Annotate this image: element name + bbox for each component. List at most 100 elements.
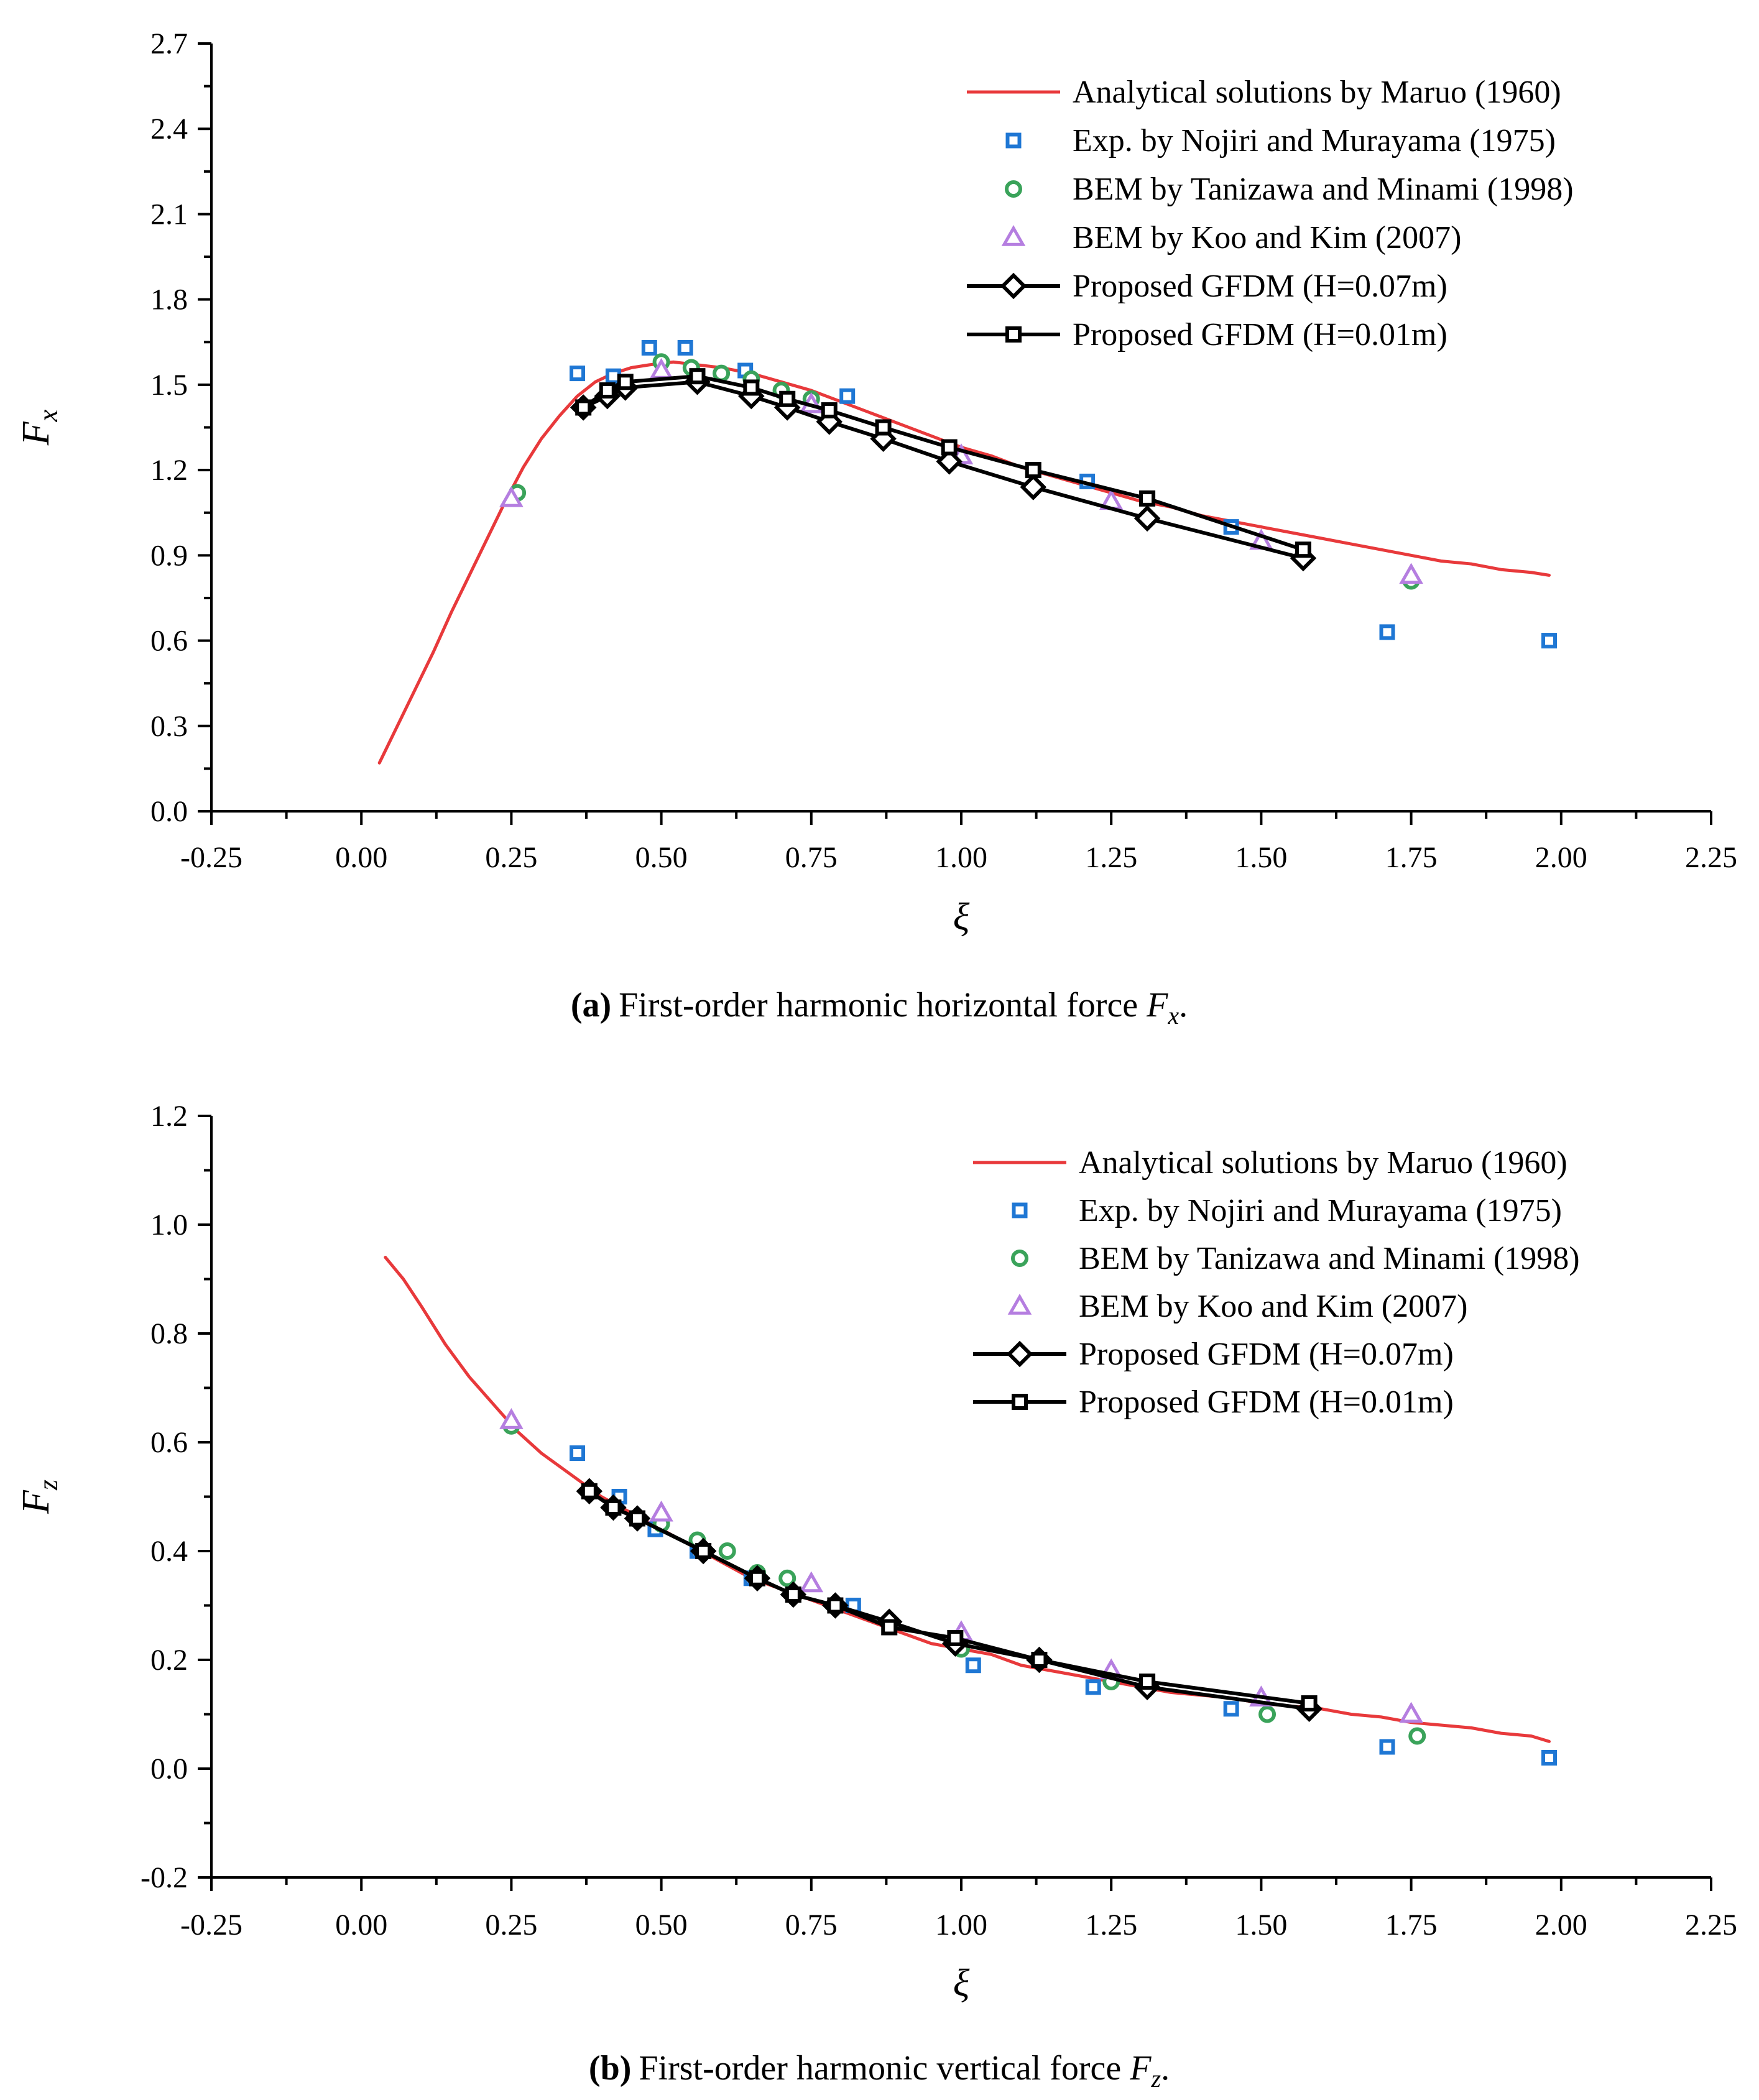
data-point-a-1 xyxy=(641,339,657,356)
caption-a: (a) First-order harmonic horizontal force… xyxy=(571,986,1188,1029)
data-point-a-5 xyxy=(821,402,838,419)
legend-swatch-marker-b-3 xyxy=(1007,1293,1032,1315)
data-point-a-3 xyxy=(499,486,524,507)
data-point-a-1 xyxy=(1379,624,1395,640)
legend-b: Analytical solutions by Maruo (1960) Exp.… xyxy=(973,1145,1580,1420)
x-tick-label-a: 2.25 xyxy=(1685,841,1737,874)
x-tick-label-a: 2.00 xyxy=(1535,841,1587,874)
y-tick-label-b: -0.2 xyxy=(141,1861,188,1894)
legend-label-a-5: Proposed GFDM (H=0.01m) xyxy=(1073,317,1447,352)
data-point-b-5 xyxy=(1301,1695,1318,1711)
legend-swatch-marker-a-5 xyxy=(1005,326,1022,343)
legend-label-b-5: Proposed GFDM (H=0.01m) xyxy=(1079,1384,1454,1420)
data-point-b-1 xyxy=(1085,1679,1101,1695)
data-point-a-4 xyxy=(1133,505,1161,532)
legend-label-b-3: BEM by Koo and Kim (2007) xyxy=(1079,1289,1467,1324)
caption-b-text: First-order harmonic vertical force xyxy=(639,2049,1121,2088)
legend-swatch-marker-b-4 xyxy=(1006,1340,1033,1368)
x-tick-label-b: 1.75 xyxy=(1385,1909,1438,1941)
y-tick-label-b: 0.4 xyxy=(150,1535,188,1568)
x-tick-label-b: 0.00 xyxy=(335,1909,387,1941)
data-point-b-5 xyxy=(605,1499,622,1516)
caption-b-letter: (b) xyxy=(589,2049,631,2088)
data-point-a-5 xyxy=(599,382,616,399)
data-point-b-5 xyxy=(827,1597,844,1614)
y-tick-label-a: 2.7 xyxy=(150,27,188,60)
x-tick-label-b: 0.75 xyxy=(785,1909,838,1941)
data-point-a-2 xyxy=(713,364,731,382)
caption-b-end: . xyxy=(1161,2049,1170,2088)
data-point-a-5 xyxy=(1295,541,1311,558)
y-tick-label-a: 2.4 xyxy=(150,113,188,145)
series-line-a-0 xyxy=(377,360,1551,765)
data-point-a-5 xyxy=(875,419,892,436)
chart-panel-b: -0.25 0.00 0.25 0.50 0.75 1.00 1.25 1.50 1.75 2.0… xyxy=(15,1100,1737,2004)
x-tick-label-a: 0.00 xyxy=(335,841,387,874)
legend-label-a-3: BEM by Koo and Kim (2007) xyxy=(1073,220,1461,256)
data-point-b-5 xyxy=(581,1483,598,1499)
y-axis-label-a: Fx xyxy=(15,409,63,446)
x-tick-label-b: 0.25 xyxy=(485,1909,537,1941)
data-point-a-1 xyxy=(677,339,693,356)
data-point-b-1 xyxy=(965,1657,981,1674)
x-tick-label-b: -0.25 xyxy=(180,1909,242,1941)
x-tick-label-a: 1.50 xyxy=(1235,841,1287,874)
data-point-b-5 xyxy=(695,1543,712,1559)
x-axis-label-b: ξ xyxy=(953,1962,970,2004)
caption-a-end: . xyxy=(1179,986,1188,1025)
x-tick-label-a: 1.25 xyxy=(1085,841,1137,874)
legend-label-a-4: Proposed GFDM (H=0.07m) xyxy=(1073,269,1447,304)
x-tick-label-b: 1.25 xyxy=(1085,1909,1137,1941)
series-line-b-4 xyxy=(587,1489,1311,1711)
caption-a-letter: (a) xyxy=(571,986,611,1025)
caption-a-symbol: F xyxy=(1146,986,1168,1025)
legend-label-a-1: Exp. by Nojiri and Murayama (1975) xyxy=(1073,123,1556,159)
series-line-a-4 xyxy=(581,380,1305,560)
x-tick-label-a: 0.75 xyxy=(785,841,838,874)
series-b-3 xyxy=(499,1407,1423,1723)
legend-label-a-0: Analytical solutions by Maruo (1960) xyxy=(1073,75,1561,110)
legend-label-a-2: BEM by Tanizawa and Minami (1998) xyxy=(1073,172,1574,207)
data-point-b-3 xyxy=(1399,1702,1423,1723)
data-point-a-4 xyxy=(1020,474,1047,500)
data-point-b-5 xyxy=(1031,1652,1048,1668)
legend-swatch-marker-a-4 xyxy=(1000,272,1027,300)
data-point-b-2 xyxy=(1258,1705,1277,1723)
data-point-a-5 xyxy=(1025,462,1041,479)
data-point-b-2 xyxy=(718,1542,736,1560)
legend-label-b-0: Analytical solutions by Maruo (1960) xyxy=(1079,1145,1567,1181)
series-b-4 xyxy=(576,1478,1323,1722)
data-point-b-1 xyxy=(1541,1750,1558,1766)
data-point-a-5 xyxy=(617,374,634,390)
data-point-b-5 xyxy=(947,1630,964,1646)
caption-a-text: First-order harmonic horizontal force xyxy=(619,986,1138,1025)
legend-label-b-2: BEM by Tanizawa and Minami (1998) xyxy=(1079,1241,1580,1276)
y-tick-label-a: 0.0 xyxy=(150,795,188,828)
caption-b-sub: z xyxy=(1150,2065,1161,2093)
legend-swatch-marker-a-2 xyxy=(1005,180,1022,198)
y-tick-label-b: 0.6 xyxy=(150,1426,188,1459)
x-tick-label-a: -0.25 xyxy=(180,841,242,874)
series-b-5 xyxy=(581,1483,1318,1711)
y-tick-label-a: 2.1 xyxy=(150,198,188,231)
legend-swatch-marker-b-1 xyxy=(1012,1202,1028,1218)
data-point-b-1 xyxy=(1223,1701,1239,1717)
data-point-b-2 xyxy=(1408,1727,1426,1745)
y-tick-label-b: 1.0 xyxy=(150,1209,188,1241)
data-point-a-1 xyxy=(570,366,586,382)
data-point-b-1 xyxy=(570,1445,586,1461)
y-axis-label-b: Fz xyxy=(15,1480,63,1514)
x-tick-label-b: 2.00 xyxy=(1535,1909,1587,1941)
data-point-a-5 xyxy=(743,379,760,396)
data-point-a-5 xyxy=(941,439,958,456)
x-tick-label-b: 1.00 xyxy=(935,1909,987,1941)
x-tick-label-a: 0.50 xyxy=(635,841,688,874)
data-point-a-5 xyxy=(779,390,796,407)
series-a-4 xyxy=(570,369,1317,572)
data-point-b-3 xyxy=(799,1571,824,1593)
data-point-a-1 xyxy=(1541,633,1558,649)
x-axis-label-a: ξ xyxy=(953,896,970,938)
data-point-b-1 xyxy=(1379,1739,1395,1755)
data-point-a-5 xyxy=(1139,490,1156,507)
